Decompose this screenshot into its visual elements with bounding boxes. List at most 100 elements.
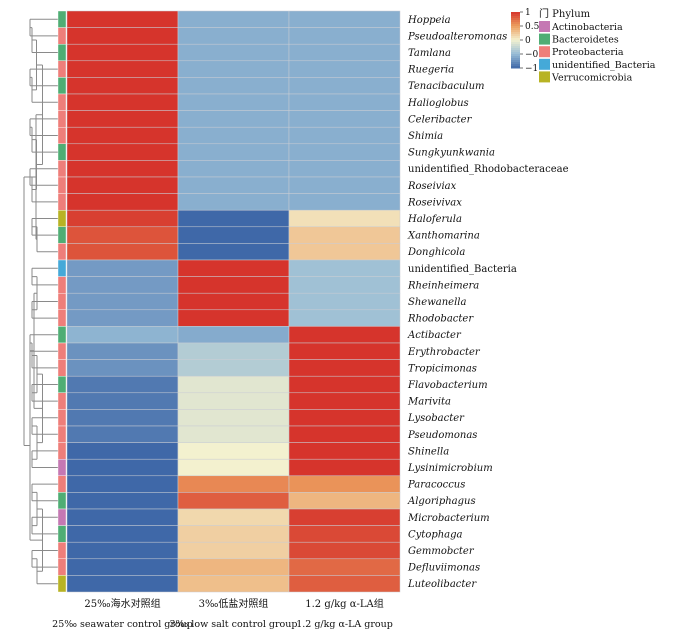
phylum-legend-label: Proteobacteria	[552, 47, 624, 58]
colorbar-segment	[511, 40, 520, 43]
phylum-strip-cell	[57, 525, 67, 543]
heatmap-cell	[177, 309, 290, 327]
heatmap-cell	[66, 93, 179, 111]
heatmap-cell	[288, 575, 401, 593]
row-label: Tropicimonas	[408, 363, 477, 374]
row-label: Gemmobcter	[408, 546, 475, 557]
heatmap-cell	[288, 193, 401, 211]
heatmap-cell	[288, 93, 401, 111]
row-label: Celeribacter	[408, 114, 473, 125]
phylum-strip-cell	[57, 475, 67, 493]
phylum-strip-cell	[57, 293, 67, 311]
heatmap-cell	[288, 458, 401, 477]
row-label: Shimia	[408, 131, 443, 142]
row-label: Rheinheimera	[407, 280, 479, 291]
row-label: Marivita	[407, 397, 451, 408]
colorbar-segment	[511, 56, 520, 59]
colorbar-segment	[511, 64, 520, 67]
heatmap-cell	[177, 226, 290, 244]
heatmap-cell	[177, 409, 290, 427]
heatmap-cell	[177, 425, 290, 443]
row-label: Sungkyunkwania	[408, 148, 495, 159]
heatmap-cell	[66, 143, 179, 161]
heatmap-cell	[177, 10, 290, 28]
heatmap-cell	[288, 226, 401, 244]
row-label: Microbacterium	[407, 513, 490, 524]
phylum-strip-cell	[57, 326, 67, 344]
row-label: Shewanella	[408, 297, 466, 308]
phylum-strip-cell	[57, 425, 67, 443]
dendrogram-branch	[23, 176, 36, 446]
phylum-legend-label: Verrucomicrobia	[551, 72, 633, 83]
heatmap-cell	[177, 93, 290, 111]
colorbar-segment	[511, 28, 520, 31]
colorbar-segment	[511, 62, 520, 65]
heatmap-cell	[66, 126, 179, 145]
colorbar-tick-label: 1	[525, 8, 531, 18]
colorbar-tick-label: 0	[525, 36, 531, 46]
heatmap-cell	[66, 43, 179, 62]
phylum-strip-cell	[57, 93, 67, 111]
heatmap-cell	[66, 292, 179, 311]
heatmap-cell	[66, 508, 179, 526]
column-label: 25‰海水对照组	[84, 597, 160, 610]
heatmap-cell	[66, 110, 179, 128]
colorbar-segment	[511, 30, 520, 33]
heatmap-cell	[288, 525, 401, 543]
row-label: Donghicola	[407, 247, 465, 258]
heatmap-cell	[66, 425, 179, 443]
phylum-strip-cell	[57, 77, 67, 95]
phylum-strip-cell	[57, 409, 67, 427]
heatmap-cell	[66, 27, 179, 45]
heatmap-cell	[177, 160, 290, 178]
heatmap-cell	[177, 541, 290, 560]
heatmap-cell	[288, 276, 401, 294]
colorbar-segment	[511, 46, 520, 49]
colorbar-segment	[511, 38, 520, 41]
row-dendrogram	[23, 18, 58, 585]
phylum-strip-cell	[57, 276, 67, 294]
phylum-strip-cell	[57, 126, 67, 144]
heatmap-cell	[288, 176, 401, 194]
phylum-strip-cell	[57, 459, 67, 477]
heatmap-cell	[66, 342, 179, 360]
heatmap-cell	[288, 160, 401, 178]
row-label: Halioglobus	[407, 98, 469, 109]
heatmap-cell	[177, 77, 290, 95]
heatmap-cell	[177, 508, 290, 526]
colorbar-segment	[511, 48, 520, 51]
heatmap-cell	[288, 558, 401, 576]
heatmap-cell	[177, 442, 290, 460]
color-scale-legend: 1 0.5 0 −0.5 −1	[511, 8, 547, 74]
heatmap-cell	[177, 475, 290, 493]
phylum-strip-cell	[57, 226, 67, 244]
heatmap-cell	[177, 243, 290, 261]
heatmap-cell	[66, 575, 179, 593]
heatmap-cell	[288, 243, 401, 261]
heatmap-cell	[288, 309, 401, 327]
row-label: Defluviimonas	[407, 563, 480, 574]
heatmap-cell	[66, 209, 179, 228]
colorbar-segment	[511, 52, 520, 55]
colorbar-segment	[511, 26, 520, 29]
heatmap-cell	[177, 209, 290, 228]
heatmap-cell	[66, 243, 179, 261]
heatmap-cell	[66, 558, 179, 576]
phylum-strip-cell	[57, 492, 67, 510]
column-label: 3‰低盐对照组	[199, 597, 269, 610]
column-label-english: 25‰ seawater control group	[52, 619, 193, 630]
column-label-english: 3‰ low salt control group	[170, 619, 298, 630]
phylum-strip-cell	[57, 27, 67, 45]
dendrogram-branch	[33, 292, 43, 409]
phylum-legend-swatch	[539, 46, 550, 58]
heatmap-cell	[288, 143, 401, 161]
colorbar-segment	[511, 16, 520, 19]
heatmap-cell	[177, 276, 290, 294]
colorbar-segment	[511, 24, 520, 27]
row-label: Pseudoalteromonas	[407, 31, 507, 42]
colorbar-segment	[511, 18, 520, 21]
row-label: Lysinimicrobium	[407, 463, 493, 474]
heatmap-cells	[66, 10, 401, 593]
heatmap-cell	[288, 43, 401, 62]
heatmap-cell	[66, 226, 179, 244]
